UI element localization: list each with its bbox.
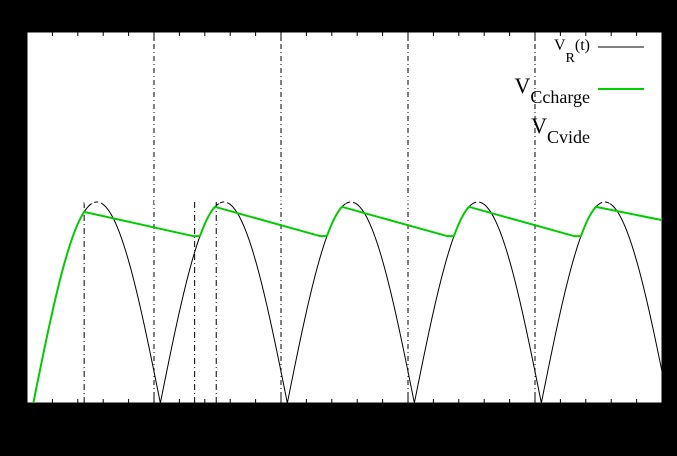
x-tick-label: 0.02: [267, 414, 295, 431]
grid-layer: [153, 32, 536, 403]
time-marker-label: t2: [189, 411, 201, 437]
x-tick-label: 0.05: [648, 414, 676, 431]
series-vr-line: [32, 201, 663, 404]
x-tick-label: 0.01: [140, 414, 168, 431]
y-axis-label: Volt: [0, 203, 16, 229]
tick-layer: 0 0.01 0.02 0.03 0.04 0.05: [23, 32, 676, 431]
x-axis-label: t (s): [332, 440, 356, 456]
x-tick-label: 0.04: [521, 414, 549, 431]
time-marker-label: t1: [78, 411, 90, 437]
legend: VR(t) VCcharge VCvide: [514, 37, 644, 147]
x-tick-label: 0: [23, 414, 31, 431]
legend-label: VCcharge: [514, 73, 590, 107]
legend-label: VCvide: [531, 113, 590, 147]
series-vccharge-line: [32, 205, 663, 404]
x-tick-label: 0.03: [394, 414, 422, 431]
plot-area: [26, 31, 663, 404]
legend-label: VR(t): [554, 37, 590, 66]
chart-title: Caracteristique entree/sortie Regulateur…: [217, 4, 471, 19]
time-marker-label: t3: [210, 411, 222, 437]
series-layer: [32, 200, 663, 404]
marker-layer: t1 t2 t3: [78, 202, 222, 437]
